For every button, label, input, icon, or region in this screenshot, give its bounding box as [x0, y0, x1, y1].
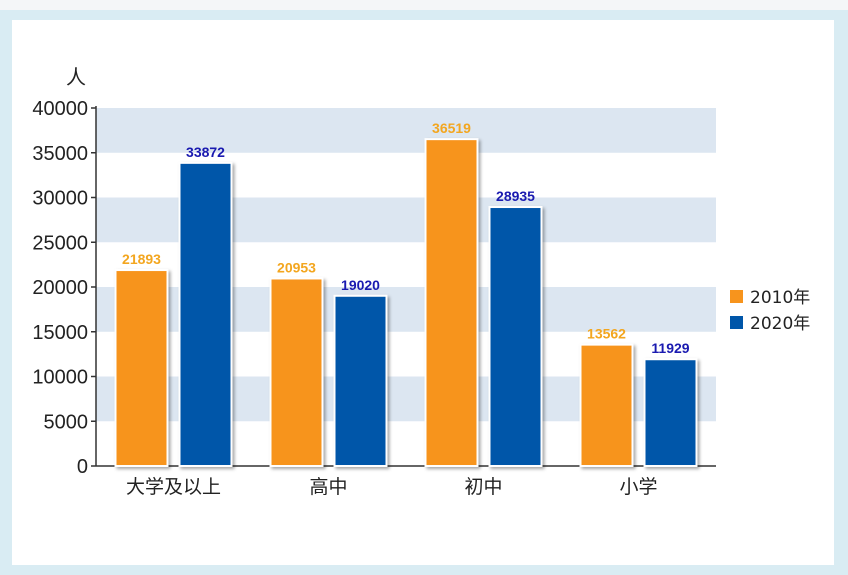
- bar: [333, 294, 388, 467]
- legend-label: 2020年: [750, 314, 810, 334]
- data-label: 11929: [651, 340, 689, 356]
- bar: [114, 269, 169, 467]
- data-label: 20953: [277, 259, 316, 275]
- y-tick-label: 5000: [44, 411, 89, 433]
- y-tick-label: 0: [77, 456, 88, 478]
- category-label: 大学及以上: [126, 476, 221, 498]
- legend-label: 2010年: [750, 288, 810, 308]
- y-tick-label: 30000: [32, 188, 88, 210]
- data-label: 19020: [341, 277, 380, 293]
- top-strip: [0, 0, 848, 10]
- data-label: 13562: [587, 326, 626, 342]
- data-label: 21893: [122, 251, 161, 267]
- bar: [269, 277, 324, 467]
- legend-swatch: [730, 290, 743, 303]
- legend-swatch: [730, 316, 743, 329]
- y-axis-label: 人: [66, 66, 86, 89]
- y-tick-label: 15000: [32, 322, 88, 344]
- data-label: 36519: [432, 120, 471, 136]
- category-labels: 大学及以上 高中 初中 小学: [126, 476, 658, 498]
- background-band: [96, 108, 716, 153]
- category-label: 初中: [464, 476, 502, 498]
- bar: [178, 161, 233, 467]
- bar: [488, 206, 543, 468]
- data-label: 33872: [186, 144, 225, 160]
- y-tick-label: 20000: [32, 277, 88, 299]
- data-labels: 21893 33872 20953 19020 36519 28935 13562 11929: [122, 120, 690, 356]
- y-tick-label: 35000: [32, 143, 88, 165]
- y-tick-label: 10000: [32, 367, 88, 389]
- bar: [579, 343, 634, 467]
- category-label: 小学: [619, 476, 657, 498]
- bar: [424, 138, 479, 468]
- category-label: 高中: [309, 476, 347, 498]
- bars: [114, 138, 698, 468]
- bar: [643, 358, 698, 467]
- data-label: 28935: [496, 188, 535, 204]
- legend: 2010年 2020年: [730, 288, 810, 334]
- y-tick-label: 25000: [32, 232, 88, 254]
- y-tick-label: 40000: [32, 98, 88, 120]
